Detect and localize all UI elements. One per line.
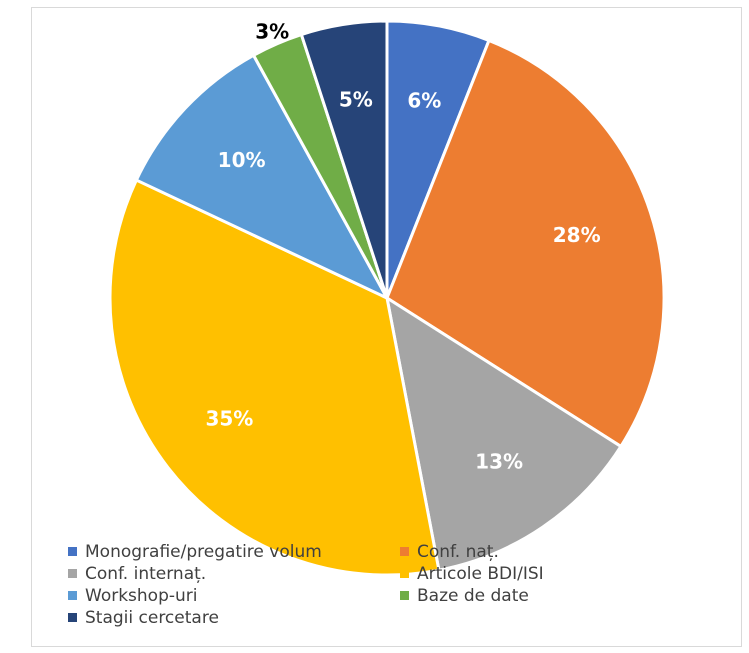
chart-legend: Monografie/pregatire volum Conf. naț. Conf…: [68, 541, 628, 628]
data-label-baze-de-date: 3%: [255, 19, 289, 43]
legend-swatch: [68, 547, 77, 556]
legend-label: Stagii cercetare: [85, 607, 219, 628]
legend-item-baze-de-date: Baze de date: [400, 585, 628, 606]
legend-swatch: [400, 547, 409, 556]
data-label-conf-interna: 13%: [475, 449, 523, 473]
legend-swatch: [68, 591, 77, 600]
pie-slice-articole-bdi-isi: [108, 178, 441, 577]
legend-label: Workshop-uri: [85, 585, 198, 606]
legend-swatch: [68, 613, 77, 622]
legend-swatch: [68, 569, 77, 578]
legend-label: Conf. internaț.: [85, 563, 207, 584]
legend-label: Monografie/pregatire volum: [85, 541, 322, 562]
legend-item-conf-interna: Conf. internaț.: [68, 563, 400, 584]
legend-item-stagii-cercetare: Stagii cercetare: [68, 607, 400, 628]
data-label-stagii-cercetare: 5%: [339, 88, 373, 112]
legend-item-monografie-pregatire-volum: Monografie/pregatire volum: [68, 541, 400, 562]
legend-swatch: [400, 591, 409, 600]
data-label-monografie-pregatire-volum: 6%: [407, 89, 441, 113]
pie-slice-conf-interna: [385, 296, 623, 572]
legend-item-conf-na: Conf. naț.: [400, 541, 628, 562]
data-label-articole-bdi-isi: 35%: [205, 407, 253, 431]
pie-slice-stagii-cercetare: [299, 19, 389, 300]
legend-item-workshop-uri: Workshop-uri: [68, 585, 400, 606]
legend-label: Articole BDI/ISI: [417, 563, 544, 584]
legend-label: Baze de date: [417, 585, 529, 606]
legend-label: Conf. naț.: [417, 541, 499, 562]
pie-slice-workshop-uri: [134, 53, 389, 300]
data-label-conf-na: 28%: [553, 223, 601, 247]
data-label-workshop-uri: 10%: [218, 148, 266, 172]
legend-swatch: [400, 569, 409, 578]
pie-slice-conf-na: [385, 38, 666, 448]
legend-item-articole-bdi-isi: Articole BDI/ISI: [400, 563, 628, 584]
